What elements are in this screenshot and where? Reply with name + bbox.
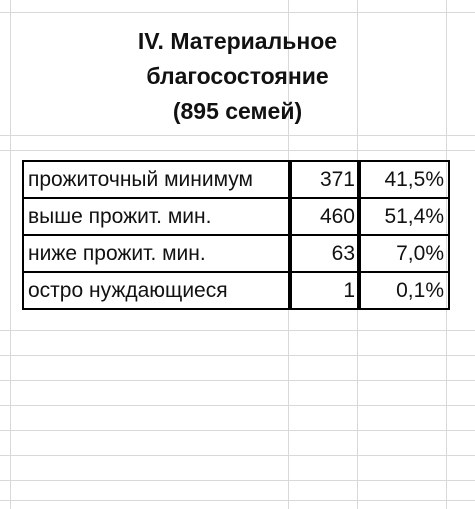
row-value: 7,0% <box>357 234 450 273</box>
row-value: 41,5% <box>357 160 450 199</box>
row-value: 51,4% <box>357 197 450 236</box>
grid-line <box>446 0 447 509</box>
grid-line <box>0 500 475 501</box>
grid-line <box>0 12 475 13</box>
grid-line <box>0 455 475 456</box>
grid-line <box>0 380 475 381</box>
row-value: 371 <box>288 160 361 199</box>
row-label: выше прожит. мин. <box>22 197 292 236</box>
row-label: остро нуждающиеся <box>22 271 292 310</box>
grid-line <box>0 430 475 431</box>
row-value: 1 <box>288 271 361 310</box>
row-value: 460 <box>288 197 361 236</box>
grid-line <box>0 355 475 356</box>
grid-line <box>0 405 475 406</box>
grid-line <box>10 0 11 509</box>
row-value: 0,1% <box>357 271 450 310</box>
title-line: благосостояние <box>146 63 329 89</box>
row-value: 63 <box>288 234 361 273</box>
title-line: (895 семей) <box>172 98 303 124</box>
grid-line <box>0 480 475 481</box>
row-label: ниже прожит. мин. <box>22 234 292 273</box>
grid-line <box>0 330 475 331</box>
row-label: прожиточный минимум <box>22 160 292 199</box>
grid-line <box>0 150 475 151</box>
title-line: IV. Материальное <box>137 28 338 54</box>
grid-line <box>0 135 475 136</box>
